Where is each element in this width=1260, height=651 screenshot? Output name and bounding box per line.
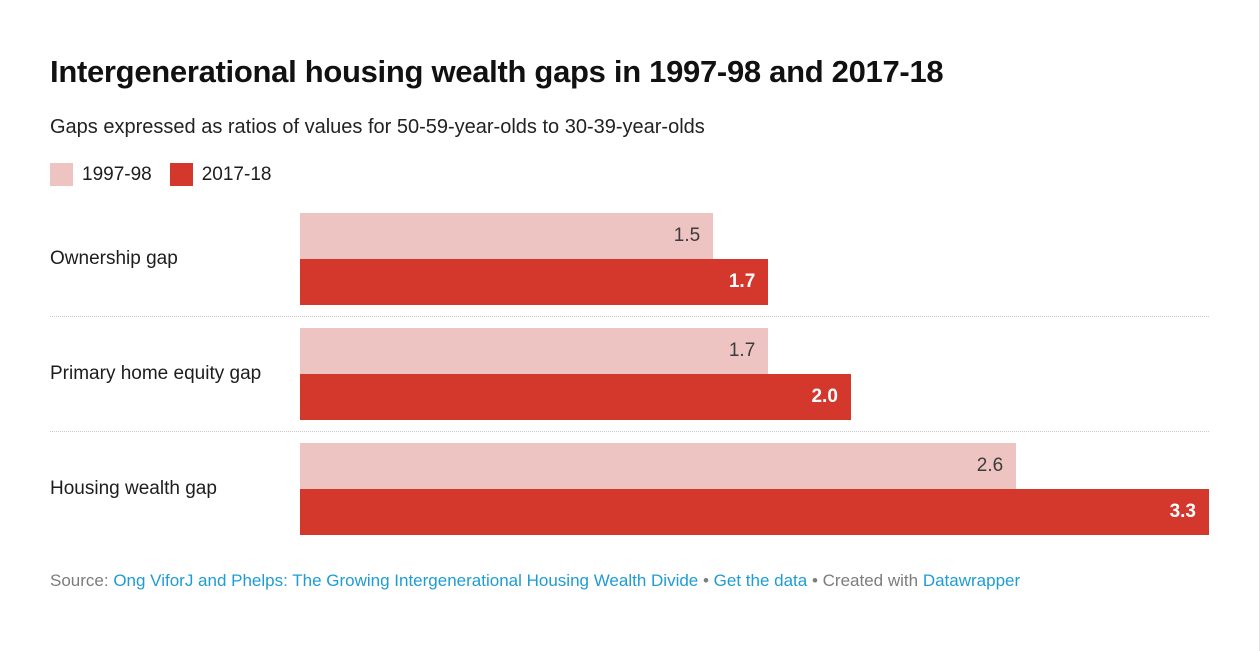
legend: 1997-98 2017-18	[50, 163, 1209, 187]
bar-value-label: 1.7	[728, 270, 756, 292]
bar-1997-98[interactable]: 1.5	[300, 212, 714, 259]
legend-item-2017-18: 2017-18	[169, 163, 272, 187]
category-label: Primary home equity gap	[50, 362, 262, 384]
bar-value-label: 2.0	[811, 385, 838, 407]
get-data-link[interactable]: Get the data	[713, 570, 808, 590]
source-prefix: Source:	[50, 570, 114, 590]
bar-2017-18[interactable]: 2.0	[300, 373, 851, 420]
bar-2017-18[interactable]: 3.3	[300, 488, 1209, 535]
footer: Source: Ong ViforJ and Phelps: The Growi…	[50, 571, 1209, 591]
datawrapper-link[interactable]: Datawrapper	[922, 570, 1021, 590]
separator-dot-1: •	[698, 570, 714, 590]
bar-area: 2.6 3.3	[300, 442, 1209, 535]
bar-area: 1.7 2.0	[300, 327, 1209, 420]
bar-1997-98[interactable]: 1.7	[300, 327, 769, 374]
bar-value-label: 3.3	[1169, 500, 1196, 522]
legend-item-1997-98: 1997-98	[50, 163, 152, 187]
bar-2017-18[interactable]: 1.7	[300, 258, 769, 305]
legend-swatch	[50, 163, 73, 187]
bar-value-label: 1.5	[673, 224, 701, 246]
chart-row-group: Primary home equity gap 1.7 2.0	[50, 315, 1209, 431]
separator-dot-2: •	[807, 570, 823, 590]
chart-subtitle: Gaps expressed as ratios of values for 5…	[50, 115, 705, 138]
source-link[interactable]: Ong ViforJ and Phelps: The Growing Inter…	[113, 570, 699, 590]
bar-chart: Ownership gap 1.5 1.7 Primary home equity g…	[50, 202, 1209, 546]
bar-value-label: 2.6	[976, 454, 1004, 476]
legend-label: 1997-98	[82, 163, 152, 185]
bar-value-label: 1.7	[728, 339, 756, 361]
category-label: Housing wealth gap	[50, 477, 217, 499]
legend-label: 2017-18	[201, 163, 272, 185]
chart-title: Intergenerational housing wealth gaps in…	[50, 54, 944, 89]
bar-area: 1.5 1.7	[300, 212, 1209, 305]
chart-row-group: Housing wealth gap 2.6 3.3	[50, 430, 1209, 546]
bar-1997-98[interactable]: 2.6	[300, 442, 1017, 489]
chart-row-group: Ownership gap 1.5 1.7	[50, 202, 1209, 316]
legend-swatch	[169, 163, 193, 187]
category-label: Ownership gap	[50, 247, 178, 269]
created-with-text: Created with	[822, 570, 923, 590]
